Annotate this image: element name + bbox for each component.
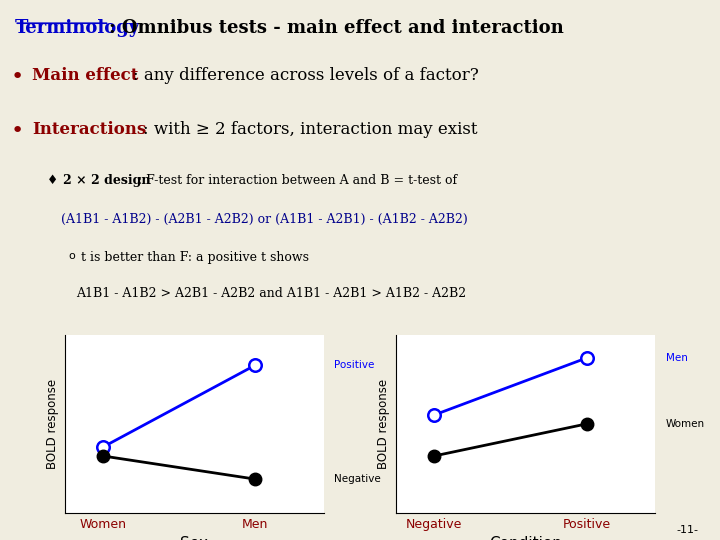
Text: Main effect: Main effect bbox=[32, 68, 139, 84]
Text: •: • bbox=[11, 122, 24, 141]
Text: ♦: ♦ bbox=[47, 174, 58, 187]
X-axis label: Sex: Sex bbox=[181, 536, 208, 540]
Text: o: o bbox=[68, 251, 75, 261]
Text: : with ≥ 2 factors, interaction may exist: : with ≥ 2 factors, interaction may exis… bbox=[143, 122, 477, 138]
Y-axis label: BOLD response: BOLD response bbox=[377, 379, 390, 469]
Text: : any difference across levels of a factor?: : any difference across levels of a fact… bbox=[133, 68, 479, 84]
Text: Negative: Negative bbox=[334, 474, 381, 484]
Text: Terminology: Terminology bbox=[14, 19, 140, 37]
Text: t is better than F: a positive t shows: t is better than F: a positive t shows bbox=[81, 251, 309, 264]
Text: •: • bbox=[11, 68, 24, 87]
Text: A1B1 - A1B2 > A2B1 - A2B2 and A1B1 - A2B1 > A1B2 - A2B2: A1B1 - A1B2 > A2B1 - A2B2 and A1B1 - A2B… bbox=[76, 287, 466, 300]
Text: Women: Women bbox=[665, 419, 705, 429]
X-axis label: Condition: Condition bbox=[489, 536, 562, 540]
Text: : Omnibus tests - main effect and interaction: : Omnibus tests - main effect and intera… bbox=[109, 19, 564, 37]
Text: : F-test for interaction between A and B = t-test of: : F-test for interaction between A and B… bbox=[138, 174, 457, 187]
Text: 2 × 2 design: 2 × 2 design bbox=[63, 174, 151, 187]
Text: Positive: Positive bbox=[334, 360, 374, 370]
Text: Interactions: Interactions bbox=[32, 122, 147, 138]
Text: Men: Men bbox=[665, 353, 688, 363]
Text: -11-: -11- bbox=[676, 524, 698, 535]
Y-axis label: BOLD response: BOLD response bbox=[46, 379, 59, 469]
Text: (A1B1 - A1B2) - (A2B1 - A2B2) or (A1B1 - A2B1) - (A1B2 - A2B2): (A1B1 - A1B2) - (A2B1 - A2B2) or (A1B1 -… bbox=[61, 213, 468, 226]
